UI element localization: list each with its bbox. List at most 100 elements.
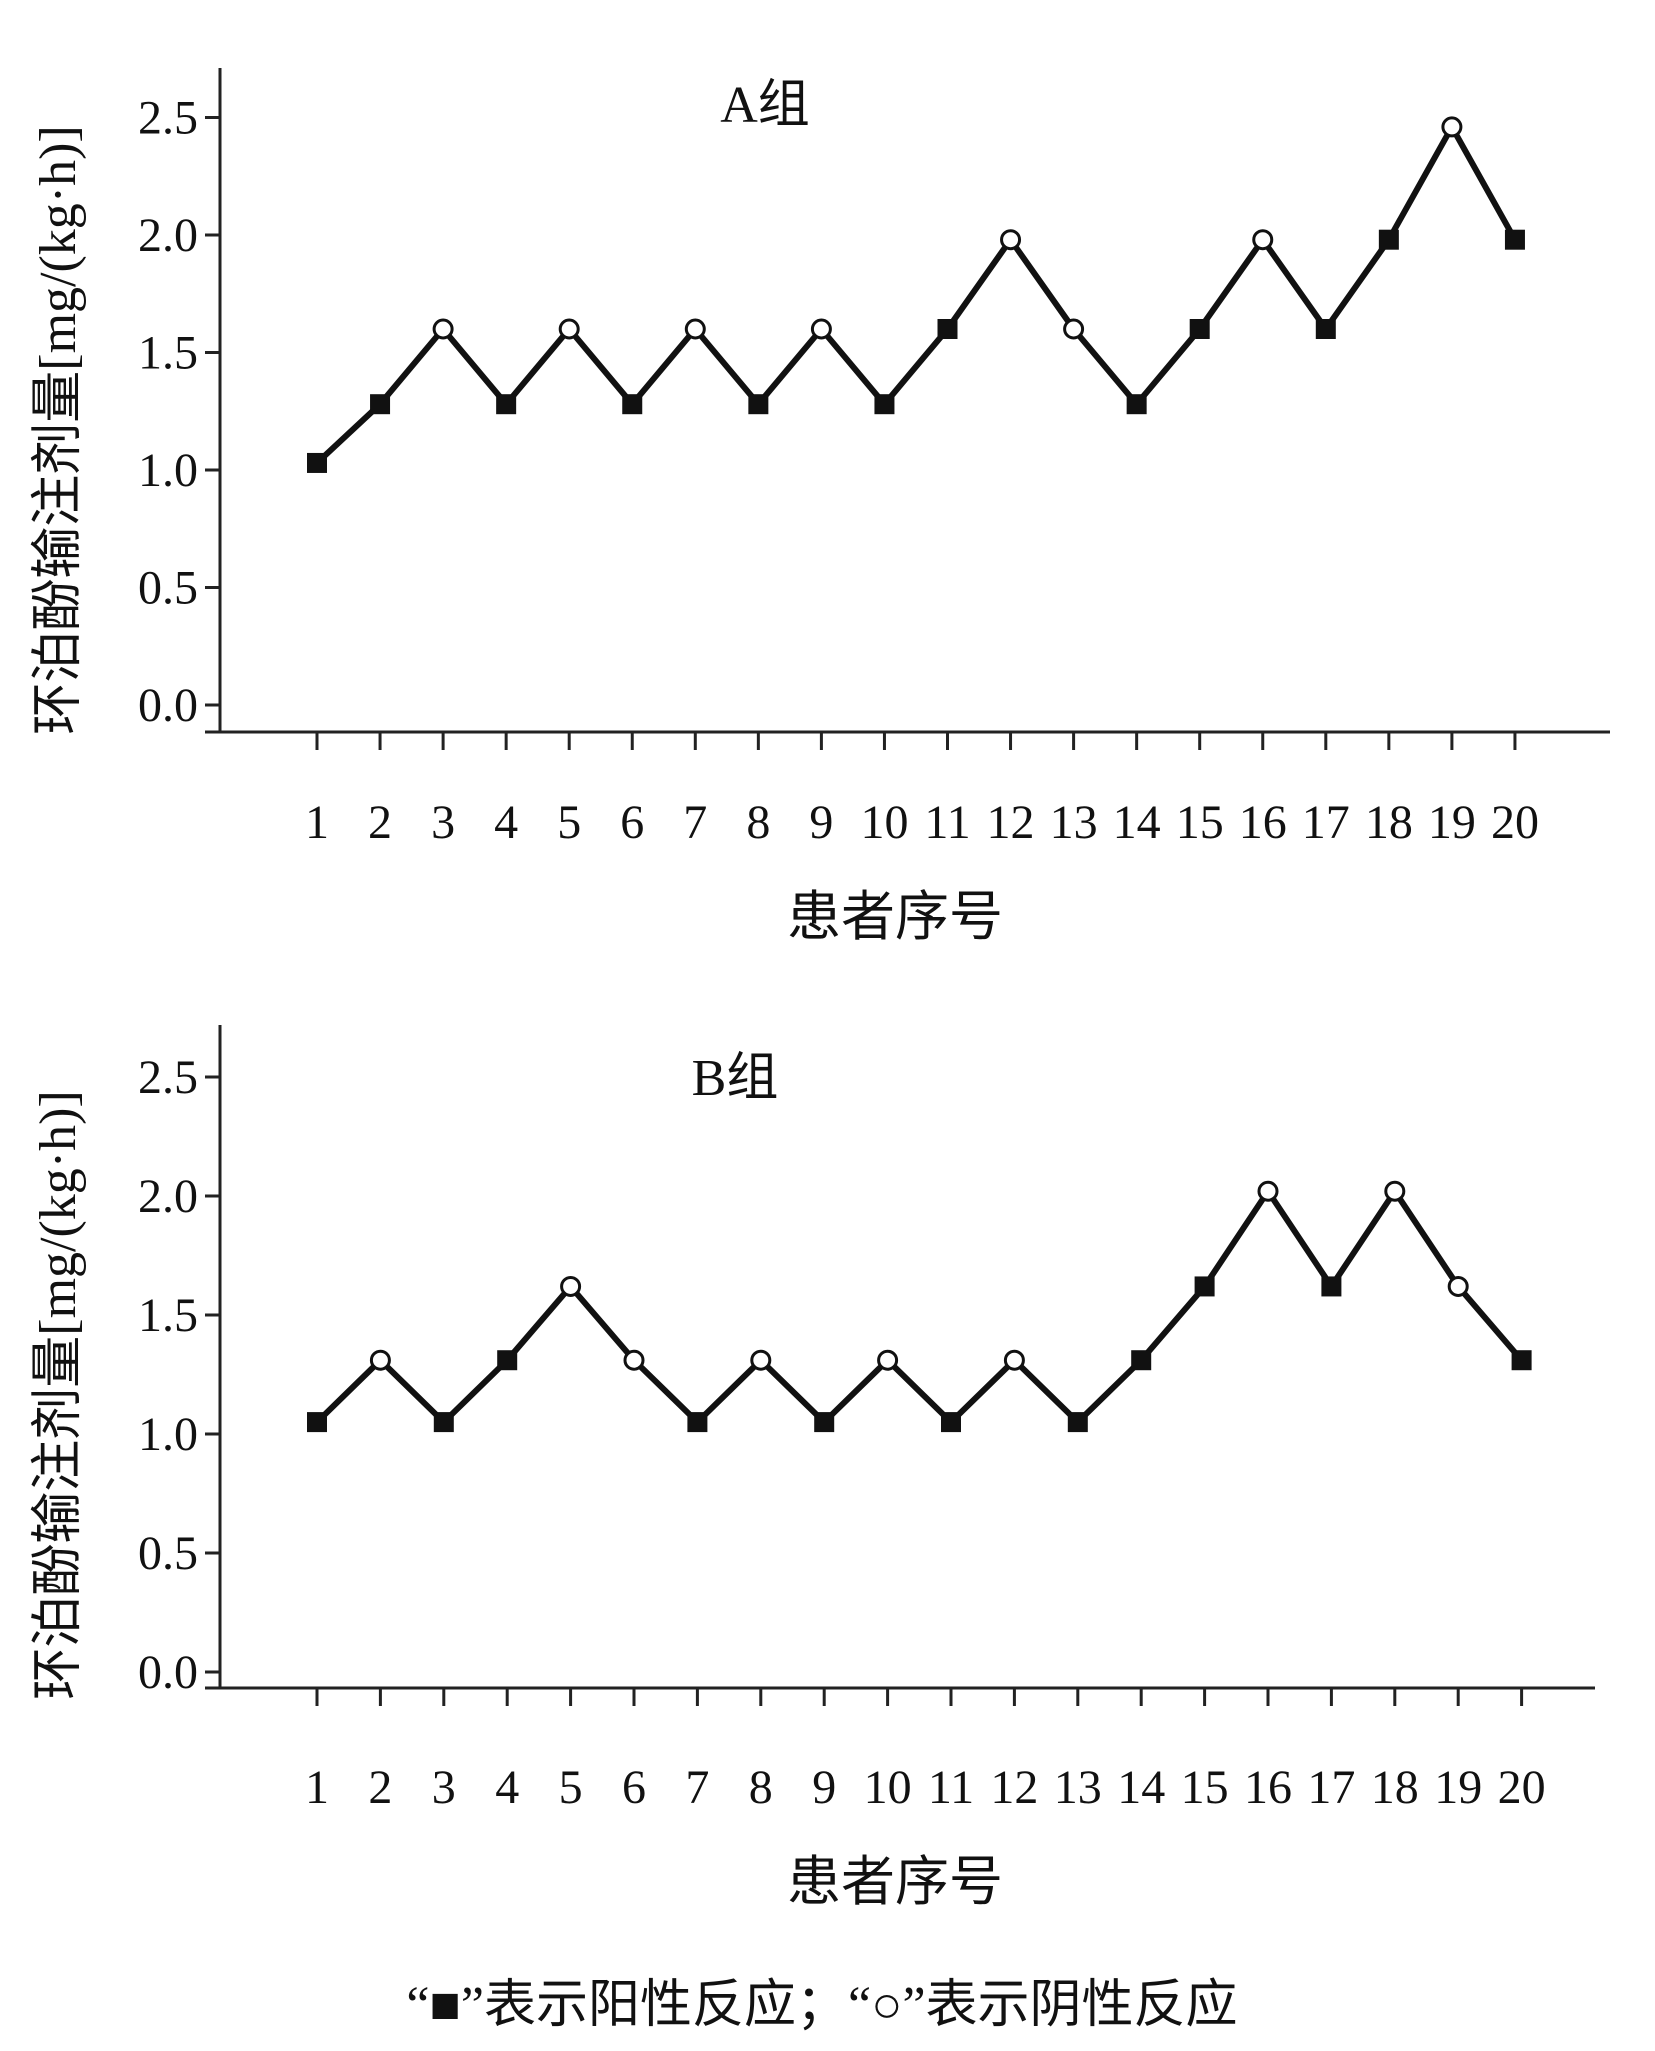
x-tick-label: 12 — [987, 796, 1035, 849]
data-point-positive — [433, 1412, 454, 1433]
data-point-positive — [1194, 1276, 1215, 1297]
data-point-negative — [810, 318, 832, 340]
data-point-positive — [874, 394, 895, 415]
y-tick-label: 1.0 — [138, 444, 198, 497]
data-point-positive — [941, 1412, 961, 1433]
data-point-negative — [1447, 1275, 1469, 1297]
data-point-positive — [1504, 229, 1525, 250]
data-point-negative — [1003, 1349, 1025, 1371]
x-tick-label: 15 — [1176, 796, 1224, 849]
x-tick-label: 13 — [1050, 796, 1098, 849]
y-tick-label: 0.0 — [138, 1646, 198, 1699]
data-point-positive — [1131, 1350, 1152, 1371]
x-axis-label: 患者序号 — [787, 887, 1003, 947]
x-tick-label: 12 — [990, 1761, 1038, 1814]
x-tick-label: 20 — [1491, 796, 1539, 849]
x-tick-label: 11 — [924, 796, 970, 849]
x-tick-label: 13 — [1054, 1761, 1102, 1814]
data-point-positive — [622, 394, 643, 415]
x-tick-label: 19 — [1434, 1761, 1482, 1814]
x-tick-label: 20 — [1498, 1761, 1546, 1814]
x-tick-label: 7 — [683, 796, 707, 849]
data-point-negative — [750, 1349, 772, 1371]
x-tick-label: 10 — [864, 1761, 912, 1814]
y-tick-label: 2.0 — [138, 1170, 198, 1223]
x-tick-label: 14 — [1117, 1761, 1165, 1814]
y-tick-label: 1.5 — [138, 1289, 198, 1342]
data-point-negative — [558, 318, 580, 340]
y-tick-label: 2.5 — [138, 92, 198, 145]
data-point-negative — [1257, 1180, 1279, 1202]
data-point-positive — [748, 394, 769, 415]
data-point-negative — [560, 1275, 582, 1297]
x-tick-label: 18 — [1371, 1761, 1419, 1814]
data-point-negative — [623, 1349, 645, 1371]
y-tick-label: 2.0 — [138, 209, 198, 262]
y-tick-label: 0.5 — [138, 1527, 198, 1580]
data-point-positive — [497, 1350, 518, 1371]
data-point-positive — [1189, 319, 1210, 339]
x-tick-label: 6 — [620, 796, 644, 849]
x-tick-label: 1 — [305, 1761, 329, 1814]
panel-b: 0.00.51.01.52.02.51 2 3 4 5 6 7 8 9 10 11 12 13 14 15 1… — [30, 1025, 1595, 1912]
series-line — [314, 120, 1518, 466]
series-line — [314, 1185, 1524, 1427]
x-tick-label: 4 — [495, 1761, 519, 1814]
data-point-positive — [370, 394, 391, 415]
x-tick-label: 1 — [305, 796, 329, 849]
data-point-positive — [1067, 1412, 1088, 1433]
x-tick-label: 8 — [749, 1761, 773, 1814]
data-point-positive — [307, 452, 327, 473]
x-tick-label: 16 — [1244, 1761, 1292, 1814]
y-tick-label: 1.5 — [138, 327, 198, 380]
data-point-positive — [1126, 394, 1147, 415]
x-tick-label: 3 — [431, 796, 455, 849]
data-point-negative — [1252, 229, 1274, 251]
x-tick-label: 9 — [812, 1761, 836, 1814]
data-point-positive — [814, 1412, 835, 1433]
legend-text: “■”表示阳性反应；“○”表示阴性反应 — [406, 1977, 1237, 2034]
x-tick-label: 2 — [368, 1761, 392, 1814]
y-axis-label: 环泊酚输注剂量[mg/(kg·h)] — [30, 1090, 87, 1699]
x-tick-label: 19 — [1428, 796, 1476, 849]
chart-title: A组 — [720, 77, 810, 134]
x-tick-label: 10 — [860, 796, 908, 849]
chart-title: B组 — [692, 1050, 779, 1107]
x-tick-label: 17 — [1302, 796, 1350, 849]
x-tick-label: 16 — [1239, 796, 1287, 849]
x-tick-label: 5 — [557, 796, 581, 849]
data-point-positive — [937, 319, 958, 339]
x-tick-label: 6 — [622, 1761, 646, 1814]
data-point-negative — [1063, 318, 1085, 340]
x-tick-label: 15 — [1181, 1761, 1229, 1814]
x-tick-label: 3 — [432, 1761, 456, 1814]
data-point-negative — [369, 1349, 391, 1371]
data-point-negative — [1000, 229, 1022, 251]
data-point-negative — [1384, 1180, 1406, 1202]
y-axis-label: 环泊酚输注剂量[mg/(kg·h)] — [30, 125, 87, 734]
data-point-positive — [496, 394, 517, 415]
x-tick-label: 11 — [928, 1761, 974, 1814]
data-point-positive — [1315, 319, 1336, 339]
data-point-positive — [1511, 1350, 1532, 1371]
data-point-negative — [432, 318, 454, 340]
x-tick-label: 9 — [809, 796, 833, 849]
x-tick-label: 5 — [559, 1761, 583, 1814]
x-tick-label: 2 — [368, 796, 392, 849]
x-tick-label: 4 — [494, 796, 518, 849]
panel-a: 0.00.51.01.52.02.51 2 3 4 5 6 7 8 9 10 11 12 13 14 15 1… — [30, 68, 1610, 947]
y-tick-label: 0.0 — [138, 679, 198, 732]
x-tick-label: 14 — [1113, 796, 1161, 849]
data-point-negative — [1441, 116, 1463, 138]
x-axis-label: 患者序号 — [787, 1852, 1003, 1912]
x-tick-label: 17 — [1307, 1761, 1355, 1814]
y-tick-label: 2.5 — [138, 1051, 198, 1104]
data-point-negative — [684, 318, 706, 340]
x-tick-label: 18 — [1365, 796, 1413, 849]
x-tick-label: 8 — [746, 796, 770, 849]
y-tick-label: 0.5 — [138, 562, 198, 615]
data-point-positive — [1321, 1276, 1342, 1297]
data-point-positive — [687, 1412, 708, 1433]
x-tick-label: 7 — [685, 1761, 709, 1814]
